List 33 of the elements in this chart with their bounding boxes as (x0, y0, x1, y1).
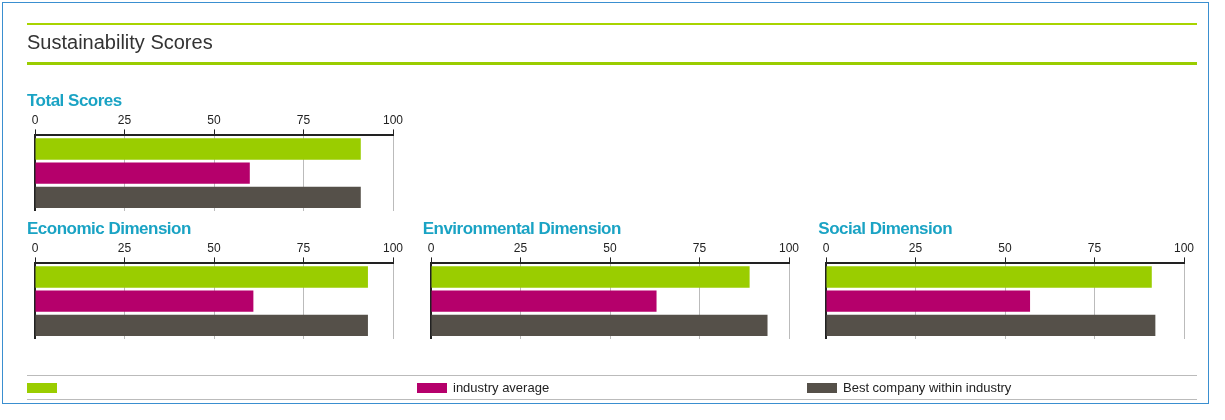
legend-label: Best company within industry (843, 380, 1012, 395)
x-tick-label: 75 (296, 112, 311, 127)
x-tick-label: 50 (998, 240, 1013, 255)
x-tick-label: 100 (382, 240, 404, 255)
x-tick-label: 75 (692, 240, 707, 255)
x-tick-label: 25 (513, 240, 528, 255)
x-tick-label: 0 (31, 240, 39, 255)
legend-label: industry average (453, 380, 550, 395)
bar (431, 290, 657, 312)
x-tick-label: 100 (382, 112, 404, 127)
x-tick-label: 25 (117, 112, 132, 127)
bar (826, 266, 1153, 288)
x-tick-label: 75 (1088, 240, 1102, 255)
x-tick-label: 0 (823, 240, 830, 255)
bar (826, 314, 1156, 337)
x-tick-label: 0 (427, 240, 435, 255)
chart-title: Social Dimension (818, 219, 954, 239)
x-tick-label: 100 (778, 240, 799, 255)
x-tick-label: 50 (207, 112, 221, 127)
bar (431, 266, 750, 288)
x-tick-label: 0 (31, 112, 39, 127)
bar (431, 314, 768, 337)
chart-title: Total Scores (27, 91, 123, 111)
x-tick-label: 100 (1174, 240, 1195, 255)
x-tick-label: 50 (602, 240, 617, 255)
x-tick-label: 75 (296, 240, 311, 255)
x-tick-label: 25 (117, 240, 132, 255)
chart-title: Environmental Dimension (422, 219, 622, 239)
bar (826, 290, 1031, 312)
x-tick-label: 25 (909, 240, 923, 255)
text: Sustainability Scores (27, 31, 213, 53)
chart-title: Economic Dimension (27, 219, 192, 239)
x-tick-label: 50 (207, 240, 221, 255)
